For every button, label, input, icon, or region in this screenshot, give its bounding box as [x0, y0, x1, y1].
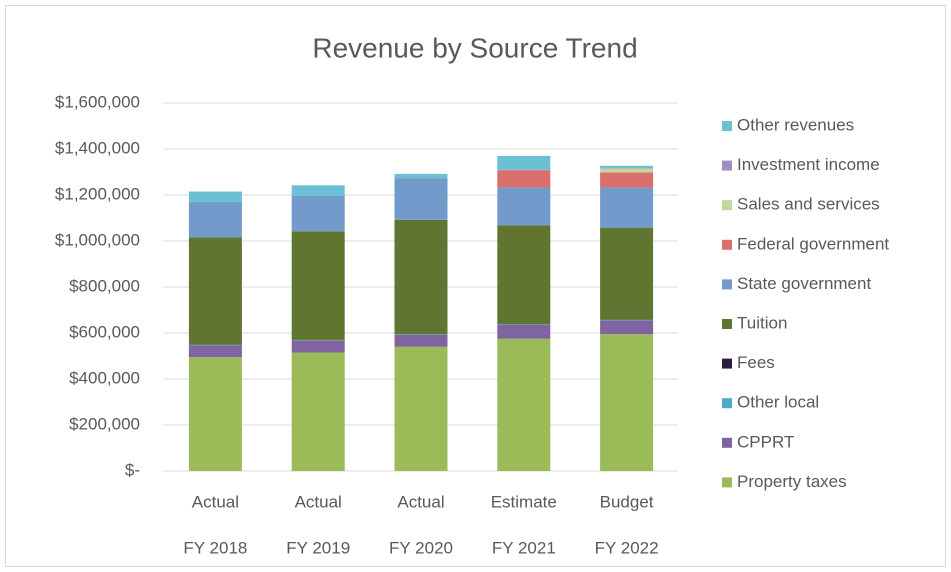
legend-label: Tuition	[737, 313, 787, 332]
bar-segment	[497, 187, 551, 226]
legend-label: Sales and services	[737, 195, 880, 214]
bar-segment	[497, 324, 551, 339]
x-tick-label: Budget	[600, 492, 654, 511]
y-tick-label: $1,400,000	[55, 138, 140, 157]
legend-label: Property taxes	[737, 472, 847, 491]
x-tick-label: Actual	[397, 492, 444, 511]
y-tick-label: $1,000,000	[55, 230, 140, 249]
bar-segment	[291, 185, 345, 196]
bar-segment	[291, 231, 345, 340]
bar-segment	[188, 345, 242, 358]
legend-swatch	[722, 160, 732, 171]
x-tick-sublabel: FY 2018	[183, 538, 247, 557]
legend-swatch	[722, 398, 732, 409]
bar-segment	[291, 195, 345, 232]
bar-segment	[394, 219, 448, 335]
bar-segment	[600, 187, 654, 228]
legend-swatch	[722, 477, 732, 488]
x-tick-sublabel: FY 2019	[286, 538, 350, 557]
bar-segment	[600, 172, 654, 188]
bar-segment	[600, 334, 654, 471]
y-tick-label: $1,200,000	[55, 184, 140, 203]
x-tick-sublabel: FY 2021	[492, 538, 556, 557]
legend-swatch	[722, 437, 732, 448]
x-tick-label: Actual	[192, 492, 239, 511]
bar-segment	[394, 334, 448, 347]
y-tick-label: $-	[125, 460, 140, 479]
bar-segment	[600, 168, 654, 173]
bar-segment	[188, 357, 242, 471]
bar-segment	[291, 352, 345, 471]
bar-segment	[291, 340, 345, 353]
legend-swatch	[722, 319, 732, 329]
legend-label: State government	[737, 274, 871, 293]
chart-title: Revenue by Source Trend	[312, 32, 637, 63]
y-tick-label: $1,600,000	[55, 92, 140, 111]
legend-label: CPPRT	[737, 432, 794, 451]
y-tick-label: $200,000	[69, 414, 140, 433]
legend-swatch	[722, 200, 732, 211]
x-tick-sublabel: FY 2020	[389, 538, 453, 557]
chart-border	[5, 5, 946, 567]
bar-segment	[394, 178, 448, 220]
x-tick-label: Estimate	[491, 492, 557, 511]
legend-swatch	[722, 121, 732, 131]
y-tick-label: $600,000	[69, 322, 140, 341]
bar-segment	[188, 191, 242, 202]
y-tick-label: $800,000	[69, 276, 140, 295]
y-tick-label: $400,000	[69, 368, 140, 387]
x-tick-label: Actual	[295, 492, 342, 511]
bar-segment	[600, 165, 654, 169]
legend-swatch	[722, 279, 732, 290]
bar-segment	[188, 201, 242, 238]
legend-label: Fees	[737, 353, 775, 372]
legend-label: Investment income	[737, 155, 880, 174]
bar-segment	[600, 320, 654, 335]
bar-segment	[600, 227, 654, 320]
bar-segment	[394, 173, 448, 179]
bar-segment	[497, 225, 551, 325]
bar-segment	[497, 338, 551, 471]
x-tick-sublabel: FY 2022	[595, 538, 659, 557]
legend-label: Other local	[737, 393, 819, 412]
bar-segment	[497, 170, 551, 188]
legend-swatch	[722, 358, 732, 369]
bar-segment	[394, 346, 448, 471]
legend-label: Federal government	[737, 234, 889, 253]
legend-label: Other revenues	[737, 115, 854, 134]
bar-segment	[188, 237, 242, 345]
legend-swatch	[722, 239, 732, 250]
bar-segment	[497, 155, 551, 170]
